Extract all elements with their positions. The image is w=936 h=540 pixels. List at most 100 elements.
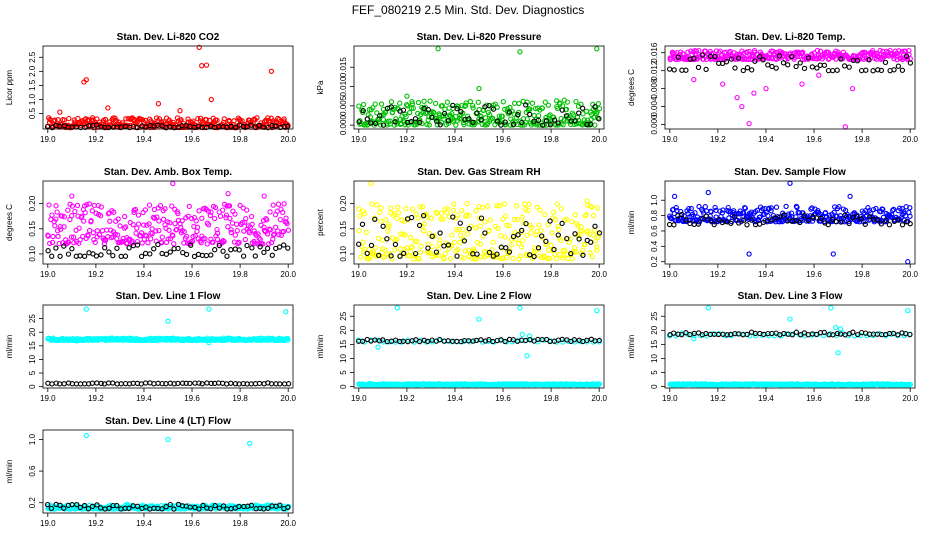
data-point	[169, 203, 175, 209]
data-point	[596, 116, 602, 122]
data-point	[372, 101, 378, 107]
data-point	[98, 204, 104, 210]
data-point	[445, 120, 452, 126]
data-point	[214, 117, 220, 123]
data-point	[723, 59, 730, 65]
data-point	[895, 63, 902, 69]
data-point	[789, 53, 795, 60]
data-point	[53, 216, 59, 222]
data-point	[461, 121, 467, 128]
y-axis-label: ml/min	[5, 335, 14, 359]
data-point	[389, 256, 395, 262]
x-tick-label: 19.4	[758, 135, 774, 144]
data-point	[369, 201, 375, 207]
data-point	[806, 218, 812, 224]
data-point	[217, 213, 224, 219]
data-point	[593, 244, 600, 250]
data-point	[228, 227, 234, 233]
data-point	[534, 122, 540, 128]
data-point	[760, 57, 766, 63]
data-point	[506, 249, 513, 255]
x-tick-label: 19.8	[232, 135, 248, 144]
data-point	[828, 305, 834, 311]
x-tick-label: 19.8	[232, 394, 248, 403]
y-tick-label: 0.2	[650, 256, 659, 268]
data-point	[437, 237, 443, 243]
data-point	[520, 220, 527, 226]
data-point	[190, 118, 196, 124]
data-point	[163, 124, 169, 131]
data-point	[133, 230, 139, 236]
data-point	[214, 230, 221, 236]
data-point	[105, 105, 111, 111]
data-point	[555, 232, 561, 238]
data-point	[563, 113, 570, 119]
data-point	[61, 381, 67, 387]
x-tick-label: 19.6	[806, 135, 822, 144]
data-point	[780, 60, 787, 66]
data-point	[403, 113, 409, 120]
data-point	[835, 350, 841, 356]
data-point	[787, 180, 793, 186]
x-tick-label: 19.8	[854, 135, 870, 144]
x-tick-label: 19.6	[495, 135, 511, 144]
data-point	[502, 213, 509, 219]
data-point	[842, 124, 848, 130]
data-point	[154, 214, 160, 220]
data-point	[225, 190, 231, 197]
data-point	[455, 246, 461, 253]
data-point	[280, 228, 287, 235]
data-point	[122, 253, 129, 259]
data-point	[69, 246, 75, 252]
data-point	[547, 122, 554, 128]
data-point	[237, 202, 243, 209]
x-tick-label: 19.0	[40, 519, 56, 528]
data-point	[477, 223, 483, 229]
data-point	[673, 205, 679, 211]
data-point	[751, 90, 757, 96]
data-point	[147, 251, 153, 257]
data-point	[502, 119, 508, 125]
data-point	[507, 104, 513, 111]
data-point	[205, 222, 212, 228]
data-point	[742, 205, 748, 211]
data-point	[388, 99, 395, 105]
data-point	[746, 251, 752, 257]
data-point	[830, 67, 836, 74]
data-point	[849, 85, 856, 92]
data-point	[592, 104, 598, 110]
data-point	[183, 233, 190, 240]
y-tick-label: 0.8	[650, 209, 659, 221]
chart-panel-8: Stan. Dev. Line 2 Flow ml/min 19.0 19.2 19.4…	[316, 291, 608, 403]
data-point	[573, 249, 579, 255]
y-tick-label: 0.016	[650, 42, 659, 63]
data-point	[551, 246, 557, 253]
data-point	[596, 230, 603, 236]
data-point	[902, 48, 908, 54]
data-point	[392, 241, 399, 248]
x-tick-label: 20.0	[280, 394, 296, 403]
data-point	[81, 253, 88, 259]
data-point	[796, 210, 803, 216]
data-point	[763, 85, 769, 92]
data-point	[380, 116, 387, 123]
data-point	[45, 248, 51, 254]
data-point	[555, 226, 562, 233]
data-point	[558, 237, 564, 244]
data-point	[131, 209, 137, 216]
data-point	[199, 233, 205, 239]
data-point	[167, 220, 173, 226]
data-point	[549, 230, 555, 236]
data-point	[473, 208, 479, 214]
data-point	[382, 247, 388, 253]
data-point	[115, 216, 121, 222]
data-point	[65, 207, 71, 213]
data-point	[261, 224, 267, 230]
data-point	[878, 67, 885, 74]
data-point	[221, 116, 227, 122]
data-point	[536, 222, 542, 228]
data-point	[165, 436, 171, 443]
data-point	[886, 222, 893, 228]
data-point	[525, 207, 531, 214]
x-tick-label: 19.2	[710, 270, 726, 279]
